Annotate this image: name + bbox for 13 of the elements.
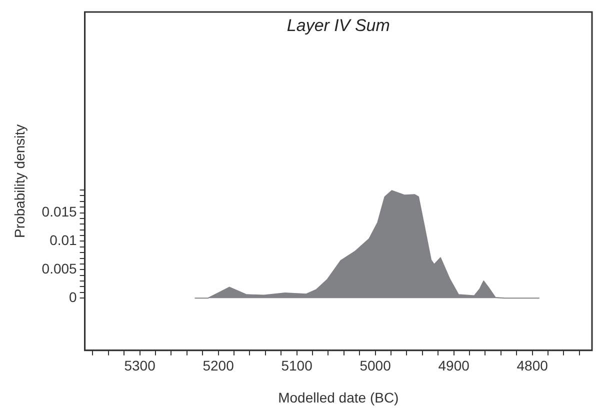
x-axis-title: Modelled date (BC) xyxy=(278,389,399,406)
x-tick-label: 5200 xyxy=(202,358,234,374)
y-tick-label: 0.01 xyxy=(50,232,78,248)
y-tick-label: 0 xyxy=(69,288,78,305)
x-tick-label: 4800 xyxy=(516,358,548,374)
y-tick-label: 0.015 xyxy=(42,204,78,220)
x-tick-label: 5300 xyxy=(124,358,156,374)
chart-title: Layer IV Sum xyxy=(286,16,390,36)
y-tick-label: 0.005 xyxy=(42,260,78,276)
y-axis-title: Probability density xyxy=(11,124,28,238)
x-tick-label: 4900 xyxy=(438,358,470,374)
x-tick-label: 5100 xyxy=(281,358,313,374)
x-tick-label: 5000 xyxy=(360,358,392,374)
